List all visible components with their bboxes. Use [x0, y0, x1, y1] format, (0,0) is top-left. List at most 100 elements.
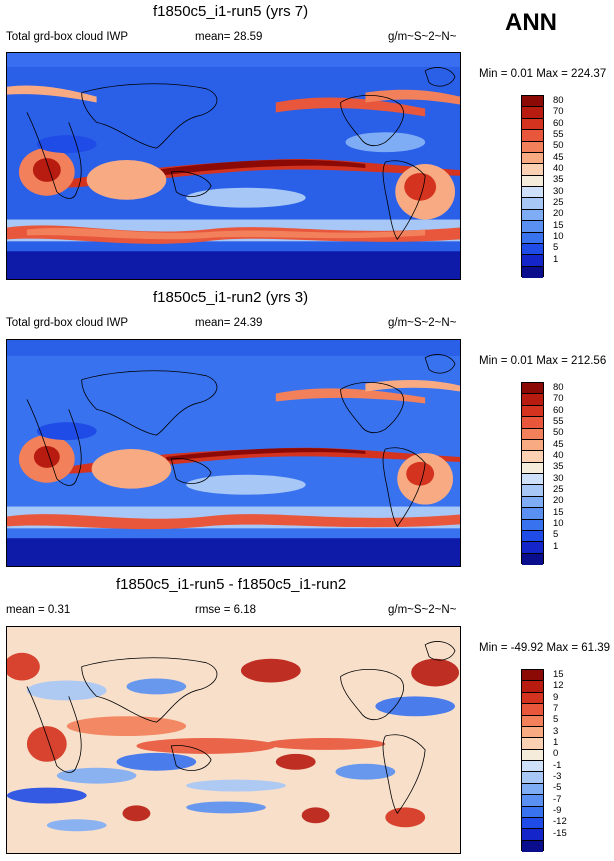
panel-1-map-canvas [7, 53, 460, 279]
panel-3-rmse-label: rmse = 6.18 [195, 604, 257, 616]
colorbar-tick: -1 [553, 760, 562, 771]
panel-3-colorbar [521, 669, 544, 852]
colorbar-cell [522, 232, 543, 244]
colorbar-tick: 60 [553, 405, 564, 416]
colorbar-tick: 25 [553, 484, 564, 495]
colorbar-tick: 10 [553, 518, 564, 529]
colorbar-tick: -12 [553, 816, 567, 827]
colorbar-cell [522, 255, 543, 267]
colorbar-cell [522, 141, 543, 153]
colorbar-cell [522, 726, 543, 739]
season-label: ANN [505, 9, 557, 36]
colorbar-tick: 70 [553, 106, 564, 117]
colorbar-tick: 80 [553, 382, 564, 393]
colorbar-tick: 1 [553, 254, 559, 265]
colorbar-cell [522, 266, 543, 278]
panel-2-units-label: g/m~S~2~N~ [388, 317, 457, 329]
colorbar-cell [522, 681, 543, 693]
colorbar-cell [522, 783, 543, 796]
colorbar-cell [522, 840, 543, 852]
panel-3-title: f1850c5_i1-run5 - f1850c5_i1-run2 [116, 576, 347, 593]
colorbar-tick: 5 [553, 714, 559, 725]
colorbar-cell [522, 152, 543, 165]
colorbar-tick: -5 [553, 782, 562, 793]
colorbar-tick: 10 [553, 231, 564, 242]
colorbar-tick: 35 [553, 174, 564, 185]
panel-3-mean-label: mean = 0.31 [6, 604, 71, 616]
colorbar-cell [522, 187, 543, 199]
panel-2-map [6, 339, 461, 567]
colorbar-tick: 9 [553, 692, 559, 703]
colorbar-cell [522, 243, 543, 256]
colorbar-cell [522, 485, 543, 497]
colorbar-tick: 40 [553, 163, 564, 174]
colorbar-tick: 5 [553, 242, 559, 253]
panel-1-variable-label: Total grd-box cloud IWP [6, 31, 129, 43]
panel-1-mean-label: mean= 28.59 [195, 31, 263, 43]
colorbar-cell [522, 553, 543, 565]
colorbar-cell [522, 164, 543, 176]
colorbar-cell [522, 107, 543, 119]
colorbar-cell [522, 508, 543, 520]
colorbar-tick: 55 [553, 129, 564, 140]
panel-3-units-label: g/m~S~2~N~ [388, 604, 457, 616]
colorbar-cell [522, 405, 543, 418]
panel-2-variable-label: Total grd-box cloud IWP [6, 317, 129, 329]
colorbar-cell [522, 209, 543, 222]
colorbar-cell [522, 704, 543, 716]
panel-1-minmax-label: Min = 0.01 Max = 224.37 [479, 68, 607, 80]
colorbar-tick: -3 [553, 771, 562, 782]
colorbar-cell [522, 383, 543, 395]
colorbar-cell [522, 772, 543, 784]
panel-2-title: f1850c5_i1-run2 (yrs 3) [153, 289, 309, 306]
colorbar-cell [522, 394, 543, 406]
colorbar-cell [522, 817, 543, 830]
colorbar-tick: 25 [553, 197, 564, 208]
colorbar-cell [522, 496, 543, 509]
panel-1-map [6, 52, 461, 280]
panel-2-minmax-label: Min = 0.01 Max = 212.56 [479, 355, 607, 367]
colorbar-cell [522, 806, 543, 818]
colorbar-cell [522, 749, 543, 761]
colorbar-tick: 70 [553, 393, 564, 404]
colorbar-tick: 30 [553, 186, 564, 197]
colorbar-cell [522, 542, 543, 554]
colorbar-tick: 1 [553, 541, 559, 552]
colorbar-cell [522, 451, 543, 463]
colorbar-tick: 45 [553, 152, 564, 163]
colorbar-cell [522, 96, 543, 108]
colorbar-cell [522, 118, 543, 131]
colorbar-tick: 3 [553, 726, 559, 737]
colorbar-cell [522, 715, 543, 727]
panel-3-map-canvas [7, 627, 460, 853]
colorbar-tick: -7 [553, 794, 562, 805]
colorbar-tick: 7 [553, 703, 559, 714]
colorbar-tick: 0 [553, 748, 559, 759]
colorbar-cell [522, 175, 543, 187]
colorbar-tick: 15 [553, 220, 564, 231]
colorbar-tick: 55 [553, 416, 564, 427]
colorbar-tick: 60 [553, 118, 564, 129]
panel-1-title: f1850c5_i1-run5 (yrs 7) [153, 3, 309, 20]
colorbar-cell [522, 474, 543, 486]
colorbar-cell [522, 670, 543, 682]
colorbar-tick: -9 [553, 805, 562, 816]
panel-2-mean-label: mean= 24.39 [195, 317, 263, 329]
colorbar-tick: 20 [553, 208, 564, 219]
panel-3-minmax-label: Min = -49.92 Max = 61.39 [479, 642, 611, 654]
panel-1-colorbar [521, 95, 544, 278]
colorbar-tick: 80 [553, 95, 564, 106]
colorbar-cell [522, 795, 543, 807]
colorbar-tick: 15 [553, 669, 564, 680]
colorbar-cell [522, 761, 543, 773]
colorbar-tick: 30 [553, 473, 564, 484]
colorbar-cell [522, 130, 543, 142]
colorbar-tick: 35 [553, 461, 564, 472]
colorbar-tick: 20 [553, 495, 564, 506]
colorbar-cell [522, 530, 543, 543]
colorbar-cell [522, 519, 543, 531]
panel-1-units-label: g/m~S~2~N~ [388, 31, 457, 43]
colorbar-tick: -15 [553, 828, 567, 839]
colorbar-cell [522, 692, 543, 705]
colorbar-cell [522, 198, 543, 210]
